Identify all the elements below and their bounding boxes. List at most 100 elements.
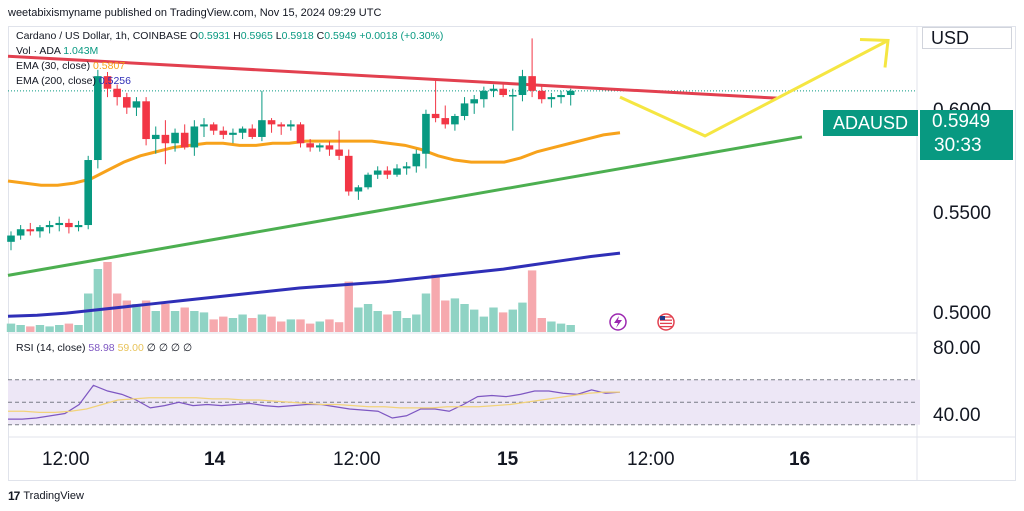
candle-body: [499, 88, 507, 96]
volume-bar: [74, 325, 83, 332]
candle-body: [267, 120, 276, 125]
footer-brand: TradingView: [23, 490, 84, 502]
volume-bar: [441, 300, 450, 332]
volume-bar: [161, 304, 170, 332]
candle-body: [238, 128, 247, 133]
volume-bar: [508, 309, 517, 332]
volume-bar: [527, 270, 537, 332]
legend-rsi-row[interactable]: RSI (14, close) 58.98 59.00 ∅ ∅ ∅ ∅: [16, 342, 192, 354]
candle-body: [103, 76, 112, 89]
candle-body: [45, 225, 54, 228]
volume-bar: [257, 314, 267, 332]
volume-bar: [190, 311, 199, 332]
candle-body: [16, 229, 25, 236]
legend-rsi-ma-value: 59.00: [117, 342, 144, 354]
legend-change: +0.0018 (+0.30%): [359, 30, 444, 42]
legend-open-label: O: [189, 30, 199, 42]
legend-open: 0.5931: [198, 30, 231, 42]
chart-frame: [8, 26, 1016, 481]
candle-body: [383, 170, 392, 175]
volume-bar: [489, 307, 498, 332]
candle-body: [316, 145, 324, 148]
candle-body: [537, 90, 546, 100]
candle-body: [26, 229, 35, 232]
volume-bar: [26, 326, 35, 332]
price-tag: 0.5949 30:33: [920, 110, 1013, 160]
candle-body: [509, 95, 517, 97]
candle-body: [364, 174, 372, 188]
rsi-tick-label: 40.00: [933, 405, 981, 426]
candle-body: [296, 124, 305, 144]
support-trendline: [7, 135, 803, 277]
volume-bar: [556, 323, 566, 332]
x-tick-label: 12:00: [627, 449, 675, 470]
volume-bar: [373, 311, 382, 332]
volume-bar: [470, 309, 479, 332]
volume-bar: [402, 318, 411, 332]
legend-ema30-label: EMA (30, close): [16, 60, 91, 72]
lightning-glyph-icon: [614, 316, 622, 328]
volume-bar: [45, 326, 54, 332]
volume-bar: [537, 318, 546, 332]
volume-bar: [344, 281, 353, 332]
candle-body: [528, 76, 536, 91]
candle-body: [36, 227, 44, 232]
legend-ema30-row[interactable]: EMA (30, close) 0.5807: [16, 60, 125, 72]
candle-body: [354, 187, 363, 192]
volume-bar: [35, 325, 45, 332]
volume-bar: [392, 311, 402, 332]
legend-ema200-row[interactable]: EMA (200, close) 0.5256: [16, 75, 131, 87]
volume-bar: [325, 319, 334, 332]
tradingview-footer[interactable]: 17 TradingView: [8, 489, 84, 503]
candle-body: [431, 113, 440, 119]
legend-volume-value: 1.043M: [63, 45, 99, 57]
candle-body: [161, 134, 170, 144]
legend-ema200-label: EMA (200, close): [16, 75, 96, 87]
legend-ema30-value: 0.5807: [93, 60, 126, 72]
volume-bar: [277, 321, 286, 332]
legend-close-label: C: [316, 30, 325, 42]
publisher-line: weetabixismyname published on TradingVie…: [8, 7, 382, 19]
volume-bar: [180, 307, 189, 332]
ema30-line: [7, 131, 621, 187]
volume-bar: [479, 316, 489, 332]
price-tag-countdown: 30:33: [934, 135, 982, 156]
volume-bar: [286, 319, 296, 332]
volume-bar: [151, 311, 160, 332]
candle-body: [402, 166, 411, 169]
candle-body: [287, 124, 295, 127]
candle-body: [209, 124, 218, 131]
volume-bar: [112, 293, 122, 332]
volume-bar: [16, 325, 25, 332]
x-tick-label: 12:00: [333, 449, 381, 470]
volume-bar: [518, 302, 527, 332]
volume-bar: [248, 318, 257, 332]
legend-rsi-value: 58.98: [88, 342, 115, 354]
volume-bar: [383, 314, 392, 332]
legend-volume-row[interactable]: Vol · ADA 1.043M: [16, 45, 98, 57]
legend-symbol[interactable]: Cardano / US Dollar, 1h, COINBASE: [16, 30, 187, 42]
rsi-ma-line: [8, 391, 620, 413]
price-tag-price: 0.5949: [932, 111, 991, 132]
price-tag-symbol: ADAUSD: [823, 110, 918, 136]
candle-body: [547, 97, 556, 100]
candle-body: [412, 153, 421, 167]
x-tick-label: 12:00: [42, 449, 90, 470]
candle-body: [489, 88, 498, 91]
projection-path: [619, 39, 889, 138]
candle-body: [74, 225, 83, 228]
candle-body: [557, 95, 565, 98]
candle-body: [132, 101, 141, 108]
currency-selector[interactable]: USD: [922, 27, 1012, 49]
candle-body: [151, 134, 160, 140]
volume-bar: [450, 298, 460, 332]
volume-bar: [64, 323, 74, 332]
legend-low: 0.5918: [281, 30, 314, 42]
candle-body: [373, 170, 382, 175]
candle-body: [113, 88, 121, 98]
candle-body: [94, 76, 102, 161]
candle-body: [7, 235, 15, 242]
candle-body: [460, 103, 469, 116]
candle-body: [123, 97, 131, 108]
